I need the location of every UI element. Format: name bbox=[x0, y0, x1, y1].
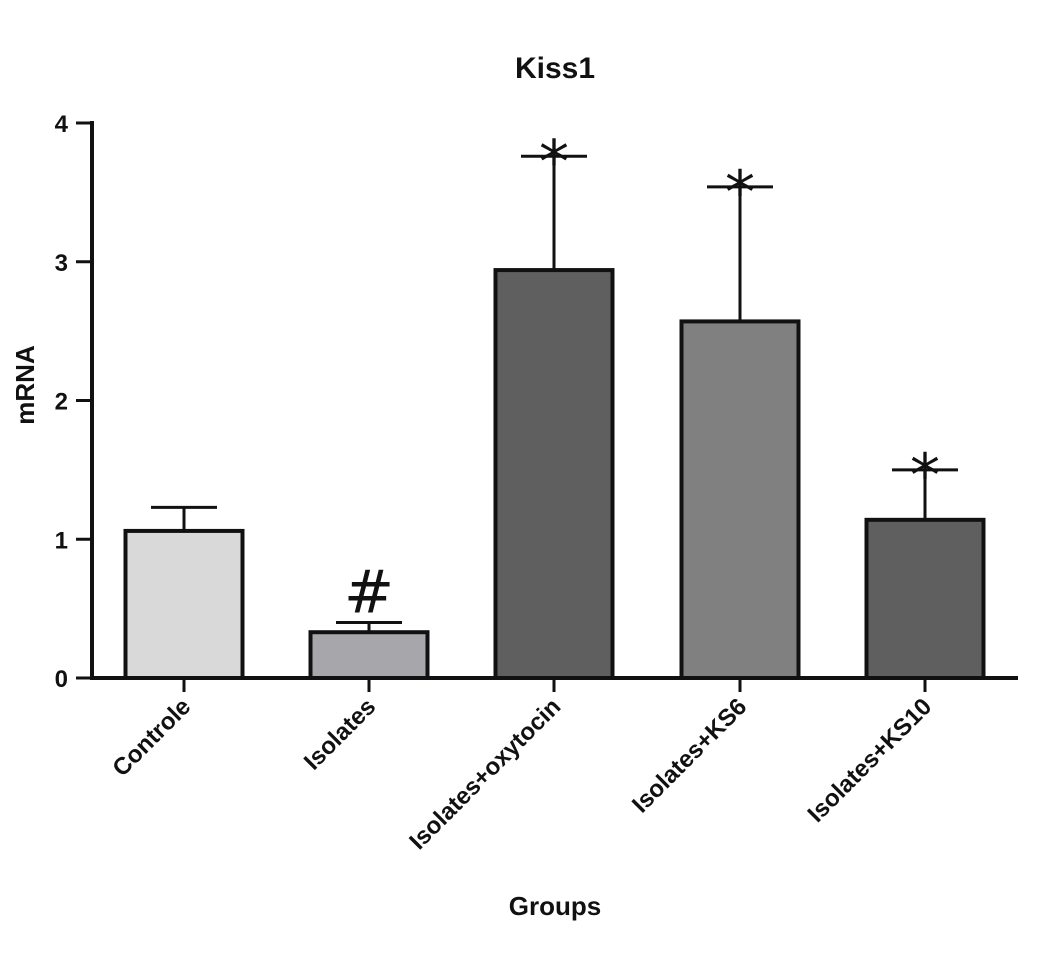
bar bbox=[679, 319, 801, 680]
x-tick-label: Isolates+oxytocin bbox=[404, 693, 566, 855]
x-tick-label: Isolates bbox=[299, 693, 381, 775]
bar bbox=[308, 630, 430, 681]
x-tick-label: Isolates+KS10 bbox=[803, 693, 938, 828]
significance-marker: * bbox=[910, 441, 940, 511]
y-tick-label: 1 bbox=[55, 527, 68, 554]
bars-layer: # * * * bbox=[123, 127, 986, 681]
y-tick-label: 0 bbox=[55, 666, 68, 693]
chart-title: Kiss1 bbox=[515, 52, 595, 85]
bar bbox=[864, 517, 986, 681]
significance-marker: * bbox=[725, 158, 755, 228]
significance-marker: * bbox=[539, 127, 569, 197]
bar bbox=[493, 268, 615, 680]
x-tick-label: Isolates+KS6 bbox=[627, 693, 752, 818]
y-tick-label: 3 bbox=[55, 250, 68, 277]
x-axis-label: Groups bbox=[509, 891, 601, 921]
bar bbox=[123, 528, 245, 680]
x-tick-label: Controle bbox=[107, 693, 196, 782]
y-tick-label: 2 bbox=[55, 389, 68, 416]
significance-marker: # bbox=[344, 558, 394, 628]
y-tick-label: 4 bbox=[55, 111, 69, 138]
y-axis-label: mRNA bbox=[10, 345, 40, 425]
